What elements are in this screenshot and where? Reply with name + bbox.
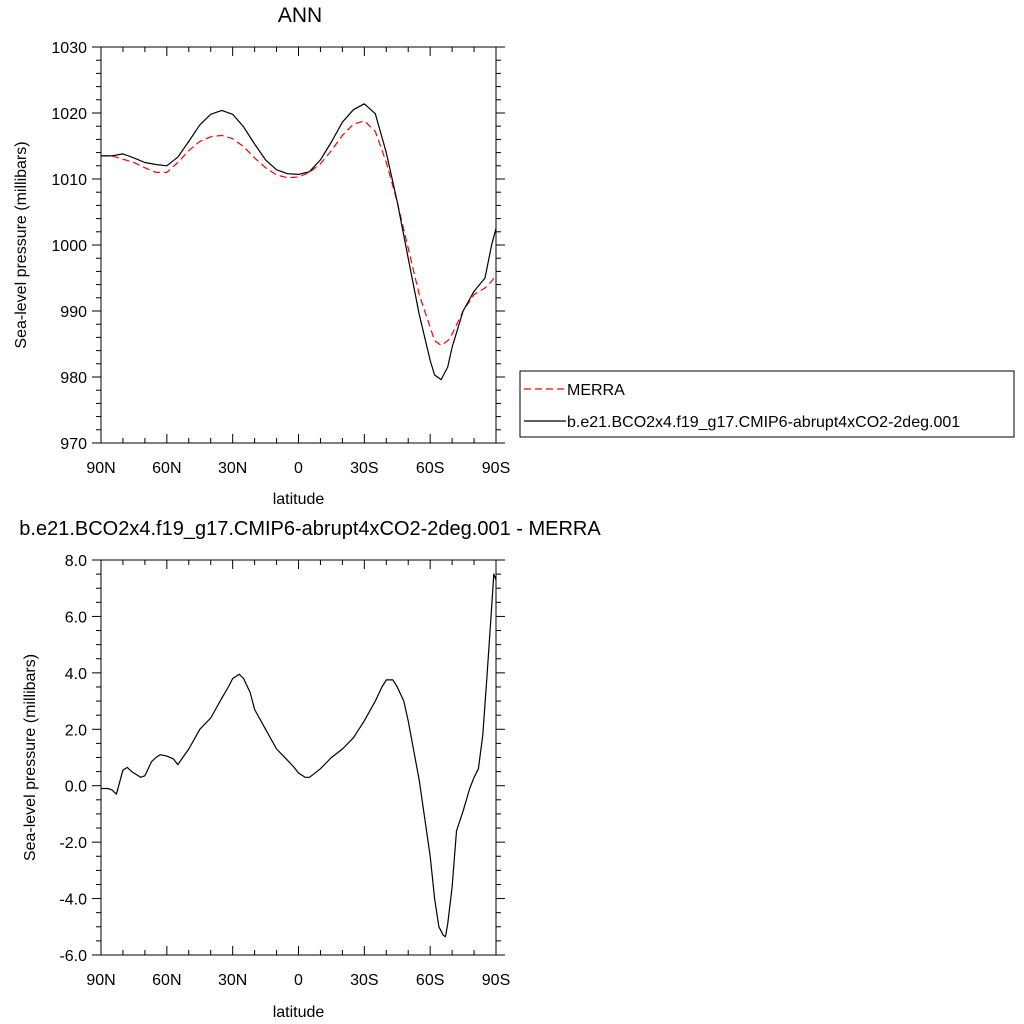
series-line-merra [101,121,496,345]
x-axis-label: latitude [273,491,325,508]
y-tick-label: 6.0 [65,609,87,626]
y-tick-label: 1010 [51,172,87,189]
x-tick-label: 30N [218,972,247,989]
y-tick-label: -6.0 [59,948,87,965]
y-tick-label: 1030 [51,40,87,57]
x-tick-label: 0 [294,460,303,477]
series-line-b-e21-bco2x4-f19-g17-cmip6-abrupt4xco2-2deg-001 [101,104,496,380]
legend-entry-label: MERRA [567,382,625,399]
x-axis-label: latitude [273,1004,325,1021]
y-tick-label: 1000 [51,238,87,255]
legend: MERRA b.e21.BCO2x4.f19_g17.CMIP6-abrupt4x… [520,371,1014,437]
y-tick-label: 990 [60,304,87,321]
y-tick-label: 0.0 [65,779,87,796]
x-tick-label: 90S [482,972,510,989]
y-axis-label: Sea-level pressure (millibars) [13,141,30,348]
x-tick-label: 90N [86,972,115,989]
x-tick-label: 60N [152,460,181,477]
x-tick-label: 30N [218,460,247,477]
x-tick-label: 90S [482,460,510,477]
y-tick-label: 980 [60,370,87,387]
plot-frame [101,560,496,955]
legend-entry-label: b.e21.BCO2x4.f19_g17.CMIP6-abrupt4xCO2-2… [567,414,960,431]
y-axis-label: Sea-level pressure (millibars) [22,654,39,861]
x-tick-label: 30S [350,460,378,477]
x-tick-label: 0 [294,972,303,989]
y-tick-label: 8.0 [65,553,87,570]
x-tick-label: 60S [416,460,444,477]
y-tick-label: -2.0 [59,835,87,852]
x-tick-label: 30S [350,972,378,989]
y-tick-label: 1020 [51,106,87,123]
x-tick-label: 60S [416,972,444,989]
chart-1 [92,47,505,443]
y-tick-label: 4.0 [65,666,87,683]
x-tick-label: 90N [86,460,115,477]
chart-title: ANN [278,4,322,27]
series-line-difference [101,574,496,937]
chart-title: b.e21.BCO2x4.f19_g17.CMIP6-abrupt4xCO2-2… [19,518,601,540]
plot-frame [101,47,496,443]
chart-2 [92,560,505,955]
y-tick-label: 2.0 [65,722,87,739]
x-tick-label: 60N [152,972,181,989]
y-tick-label: 970 [60,436,87,453]
y-tick-label: -4.0 [59,892,87,909]
